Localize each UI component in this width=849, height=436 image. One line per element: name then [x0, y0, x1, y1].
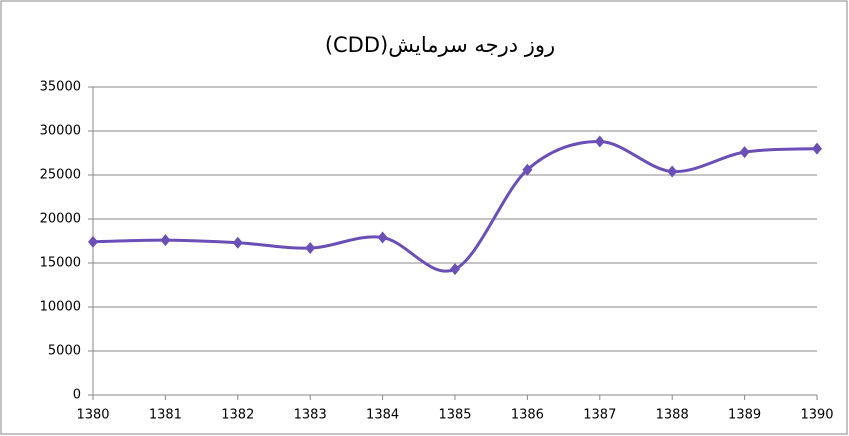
y-tick-label: 25000 [40, 168, 81, 183]
y-tick-label: 35000 [40, 80, 81, 95]
x-tick-label: 1384 [366, 408, 399, 423]
point-marker [812, 142, 822, 155]
y-tick-label: 0 [73, 388, 81, 403]
y-tick-label: 5000 [48, 344, 81, 359]
point-marker [160, 234, 171, 247]
y-tick-label: 20000 [40, 212, 81, 227]
x-tick-label: 1386 [511, 408, 544, 423]
point-marker [377, 231, 388, 244]
point-marker [450, 263, 460, 276]
x-tick-label: 1389 [728, 408, 761, 423]
x-tick-label: 1383 [294, 408, 327, 423]
point-marker [232, 236, 243, 249]
y-tick-label: 10000 [40, 300, 81, 315]
point-marker [88, 235, 98, 248]
y-tick-label: 15000 [40, 256, 81, 271]
point-marker [739, 146, 750, 159]
series-line [92, 140, 818, 273]
x-tick-label: 1381 [149, 408, 182, 423]
x-tick-label: 1387 [583, 408, 616, 423]
x-tick-label: 1390 [800, 408, 833, 423]
point-marker [522, 163, 533, 176]
point-marker [594, 135, 605, 148]
y-tick-label: 30000 [40, 124, 81, 139]
chart-title: روز درجه سرمایش(CDD) [325, 33, 555, 57]
point-marker [305, 242, 316, 255]
x-tick-label: 1380 [76, 408, 109, 423]
x-tick-label: 1388 [656, 408, 689, 423]
point-marker [667, 165, 678, 178]
x-tick-label: 1382 [221, 408, 254, 423]
x-tick-label: 1385 [438, 408, 471, 423]
